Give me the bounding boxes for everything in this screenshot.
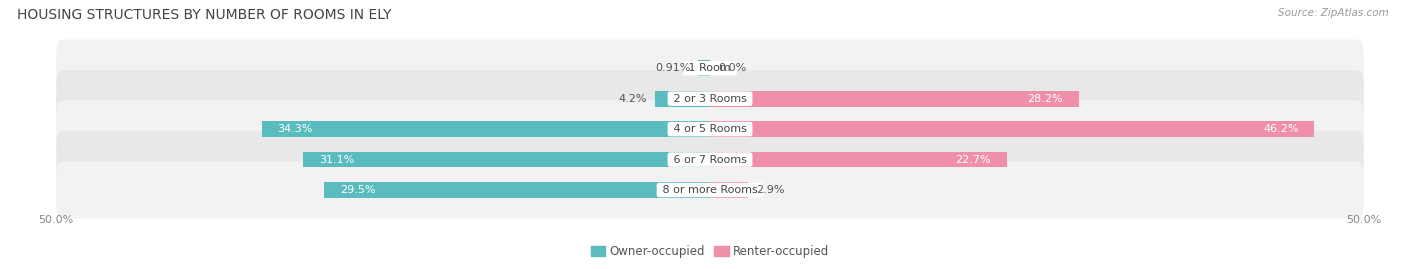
Bar	[699, 60, 710, 76]
FancyBboxPatch shape	[56, 70, 1364, 127]
Text: 6 or 7 Rooms: 6 or 7 Rooms	[669, 155, 751, 165]
Text: 8 or more Rooms: 8 or more Rooms	[659, 185, 761, 195]
FancyBboxPatch shape	[56, 131, 1364, 188]
Text: 28.2%: 28.2%	[1028, 94, 1063, 104]
Text: 34.3%: 34.3%	[277, 124, 312, 134]
Text: 29.5%: 29.5%	[340, 185, 375, 195]
Bar	[304, 152, 710, 168]
Text: 4 or 5 Rooms: 4 or 5 Rooms	[669, 124, 751, 134]
Bar	[710, 91, 1078, 107]
Text: HOUSING STRUCTURES BY NUMBER OF ROOMS IN ELY: HOUSING STRUCTURES BY NUMBER OF ROOMS IN…	[17, 8, 391, 22]
FancyBboxPatch shape	[56, 101, 1364, 158]
Text: 2.9%: 2.9%	[756, 185, 785, 195]
Text: 31.1%: 31.1%	[319, 155, 354, 165]
Text: 46.2%: 46.2%	[1263, 124, 1298, 134]
Bar	[655, 91, 710, 107]
Text: 0.91%: 0.91%	[655, 63, 690, 73]
FancyBboxPatch shape	[56, 161, 1364, 219]
Bar	[710, 121, 1315, 137]
Text: 4.2%: 4.2%	[619, 94, 647, 104]
Bar	[325, 182, 710, 198]
Text: 22.7%: 22.7%	[956, 155, 991, 165]
Bar	[710, 152, 1007, 168]
FancyBboxPatch shape	[56, 40, 1364, 97]
Bar	[710, 182, 748, 198]
Text: 1 Room: 1 Room	[686, 63, 734, 73]
Text: 0.0%: 0.0%	[718, 63, 747, 73]
Legend: Owner-occupied, Renter-occupied: Owner-occupied, Renter-occupied	[591, 245, 830, 258]
Bar	[262, 121, 710, 137]
Text: 2 or 3 Rooms: 2 or 3 Rooms	[669, 94, 751, 104]
Text: Source: ZipAtlas.com: Source: ZipAtlas.com	[1278, 8, 1389, 18]
